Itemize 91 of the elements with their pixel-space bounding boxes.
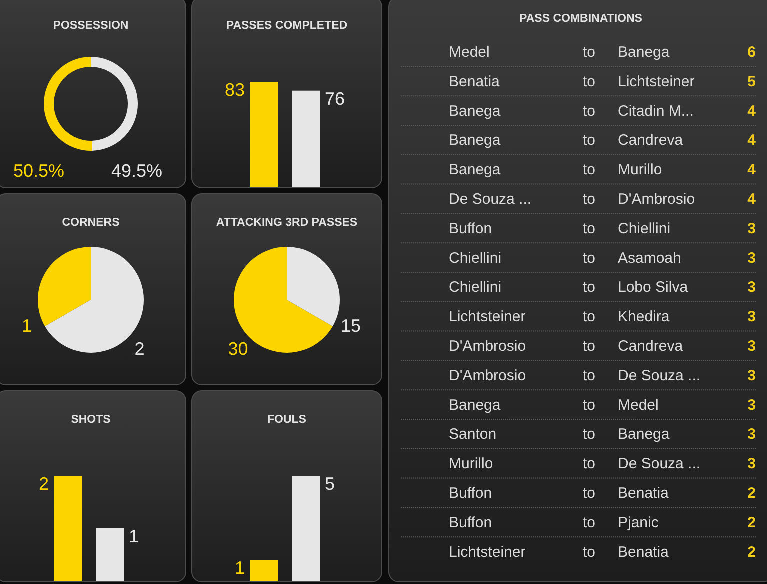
- text: to: [583, 426, 596, 444]
- text: 2: [748, 544, 756, 561]
- text: Medel: [449, 44, 490, 61]
- text: 3: [748, 456, 756, 473]
- text: Buffon: [449, 514, 492, 532]
- text: Asamoah: [618, 250, 682, 267]
- text: 4: [748, 102, 756, 120]
- text: 3: [748, 338, 756, 355]
- text: Banega: [449, 162, 501, 179]
- text: Chiellini: [449, 250, 502, 267]
- text: Murillo: [449, 456, 494, 473]
- data-label: 1: [22, 316, 32, 336]
- text: to: [583, 279, 596, 296]
- chart-title: CORNERS: [62, 217, 120, 229]
- text: De Souza ...: [618, 456, 701, 473]
- text: Banega: [449, 396, 501, 414]
- text: Banega: [618, 426, 670, 444]
- text: 4: [748, 162, 756, 179]
- text: Lichtsteiner: [449, 308, 526, 326]
- text: 2: [748, 514, 756, 532]
- text: to: [583, 485, 596, 502]
- chart-title: FOULS: [268, 414, 307, 426]
- text: 4: [748, 191, 756, 208]
- chart-title: POSSESSION: [53, 20, 129, 32]
- text: Buffon: [449, 220, 492, 238]
- text: Santon: [449, 426, 497, 444]
- text: to: [583, 220, 596, 238]
- text: to: [583, 132, 596, 150]
- text: Pjanic: [618, 514, 659, 532]
- data-label: 5: [325, 474, 336, 494]
- chart-title: SHOTS: [71, 414, 112, 426]
- text: 3: [748, 279, 756, 296]
- data-label: 83: [224, 80, 245, 100]
- text: to: [583, 44, 596, 61]
- text: 2: [748, 485, 756, 502]
- text: Benatia: [449, 73, 500, 90]
- text: to: [583, 396, 596, 414]
- data-label: 49.5%: [111, 161, 163, 181]
- text: 4: [748, 132, 756, 150]
- data-label: 30: [228, 338, 248, 359]
- text: De Souza ...: [449, 191, 532, 208]
- text: 3: [748, 426, 756, 444]
- data-label: 2: [38, 474, 49, 494]
- text: 3: [748, 396, 756, 414]
- text: to: [583, 367, 596, 384]
- text: PASS COMBINATIONS: [520, 13, 643, 25]
- text: 3: [748, 220, 756, 238]
- text: Buffon: [449, 485, 492, 502]
- text: Lichtsteiner: [618, 73, 695, 90]
- text: D'Ambrosio: [449, 367, 526, 384]
- data-label: 1: [129, 526, 140, 546]
- text: 6: [748, 44, 756, 61]
- data-label: 50.5%: [13, 161, 65, 181]
- text: Candreva: [618, 132, 684, 150]
- text: 3: [748, 367, 756, 384]
- text: D'Ambrosio: [618, 191, 696, 208]
- text: to: [583, 338, 596, 355]
- text: to: [583, 250, 596, 267]
- text: to: [583, 162, 596, 179]
- text: to: [583, 514, 596, 532]
- text: Banega: [449, 132, 501, 150]
- text: Medel: [618, 396, 659, 414]
- text: to: [583, 456, 596, 473]
- text: Chiellini: [618, 220, 671, 238]
- text: to: [583, 191, 596, 208]
- chart-title: ATTACKING 3RD PASSES: [216, 217, 358, 229]
- text: Murillo: [618, 162, 662, 179]
- text: to: [583, 102, 596, 120]
- text: Benatia: [618, 544, 669, 561]
- text: 3: [748, 250, 756, 267]
- data-label: 1: [234, 558, 245, 578]
- text: Candreva: [618, 338, 684, 355]
- text: D'Ambrosio: [449, 338, 526, 355]
- text: Benatia: [618, 485, 669, 502]
- data-label: 76: [325, 88, 346, 109]
- text: Banega: [618, 44, 670, 61]
- text: 3: [748, 308, 756, 326]
- text: Citadin M...: [618, 102, 694, 120]
- text: Lobo Silva: [618, 279, 688, 296]
- data-label: 2: [134, 338, 145, 359]
- text: to: [583, 544, 596, 561]
- text: to: [583, 308, 596, 326]
- text: Lichtsteiner: [449, 544, 526, 561]
- text: Chiellini: [449, 279, 502, 296]
- data-label: 15: [340, 316, 361, 336]
- chart-title: PASSES COMPLETED: [226, 20, 348, 32]
- text: 5: [748, 73, 756, 90]
- text: Khedira: [618, 308, 670, 326]
- text: to: [583, 73, 596, 90]
- text: Banega: [449, 102, 501, 120]
- text: De Souza ...: [618, 367, 701, 384]
